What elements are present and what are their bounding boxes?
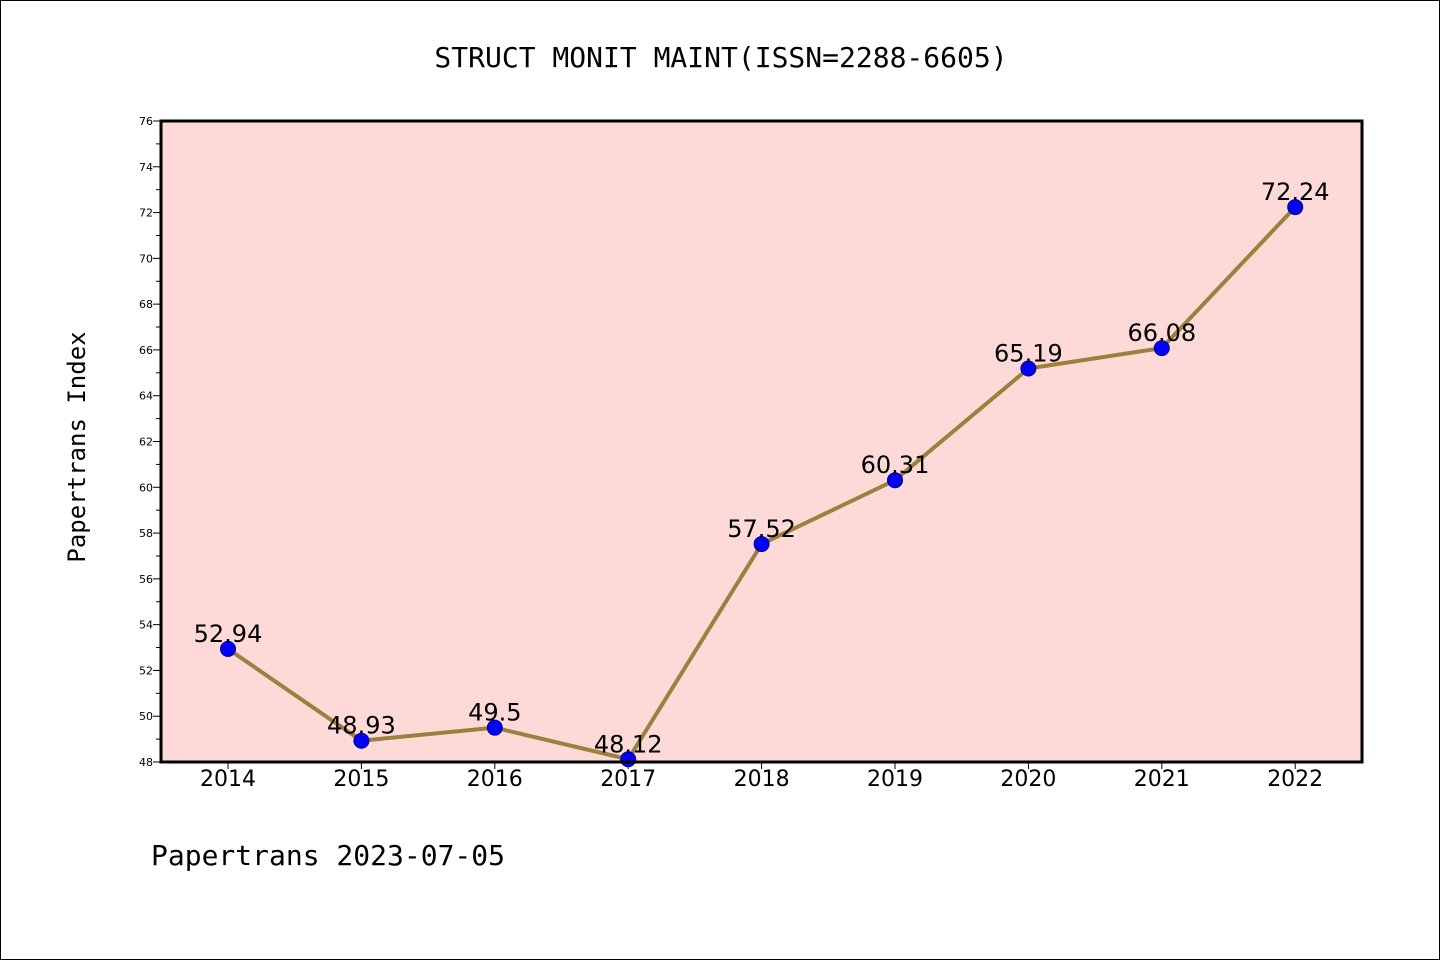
footer-text: Papertrans 2023-07-05: [151, 839, 505, 872]
x-tick-label: 2020: [1000, 767, 1056, 792]
y-tick-label: 70: [139, 252, 153, 265]
x-tick-label: 2021: [1134, 767, 1190, 792]
plot-area: [161, 121, 1362, 762]
data-point-label: 48.12: [594, 730, 663, 758]
x-tick-label: 2015: [333, 767, 389, 792]
y-tick-label: 58: [139, 527, 153, 540]
y-tick-label: 62: [139, 436, 153, 449]
data-point-label: 72.24: [1261, 178, 1330, 206]
y-tick-label: 72: [139, 207, 153, 220]
data-point-label: 48.93: [327, 712, 396, 740]
x-tick-label: 2022: [1267, 767, 1323, 792]
data-point-label: 57.52: [727, 515, 796, 543]
chart-title: STRUCT MONIT MAINT(ISSN=2288-6605): [434, 41, 1007, 74]
data-point-label: 60.31: [861, 451, 930, 479]
y-tick-label: 64: [139, 390, 153, 403]
y-tick-label: 68: [139, 298, 153, 311]
data-point-marker: [753, 536, 770, 553]
y-tick-label: 56: [139, 573, 153, 586]
y-tick-label: 50: [139, 710, 153, 723]
y-tick-label: 60: [139, 481, 153, 494]
y-tick-label: 66: [139, 344, 153, 357]
y-tick-label: 48: [139, 756, 153, 769]
data-labels: 52.94 48.93 49.5 48.12 57.52 60.31 65.19 66.08 7…: [194, 178, 1330, 758]
data-point-marker: [887, 472, 903, 489]
data-point-label: 65.19: [994, 339, 1063, 367]
x-tick-label: 2014: [200, 767, 256, 792]
data-point-label: 49.5: [468, 699, 521, 727]
data-point-label: 52.94: [194, 620, 263, 648]
x-axis-ticks: 2014 2015 2016 2017 2018 2019 2020 2021 2022: [200, 762, 1323, 792]
data-point-marker: [353, 732, 370, 749]
plot-border: [159, 119, 1364, 764]
data-point-marker: [1287, 199, 1304, 216]
x-tick-label: 2017: [600, 767, 656, 792]
x-tick-label: 2016: [467, 767, 523, 792]
data-point-marker: [220, 640, 236, 657]
y-tick-label: 54: [139, 619, 153, 632]
data-point-marker: [1020, 360, 1037, 377]
data-point-marker: [1153, 340, 1170, 357]
y-axis-ticks: 48 50 52 54 56 58 60 62 64 66 68 70 72 74 76: [139, 115, 161, 769]
x-tick-label: 2019: [867, 767, 923, 792]
x-tick-label: 2018: [734, 767, 790, 792]
data-point-marker: [486, 719, 503, 736]
y-tick-label: 52: [139, 664, 153, 677]
data-point-label: 66.08: [1127, 319, 1196, 347]
y-tick-label: 76: [139, 115, 153, 128]
y-axis-label: Papertrans Index: [63, 331, 91, 562]
y-tick-label: 74: [139, 161, 153, 174]
